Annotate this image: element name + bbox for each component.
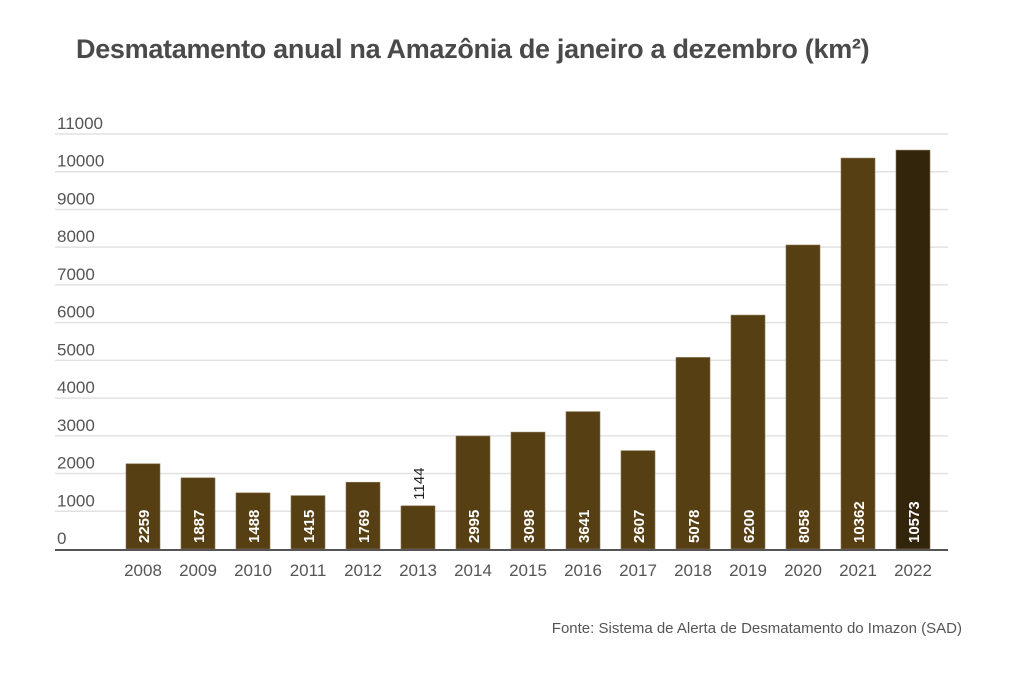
- x-tick-label: 2015: [509, 561, 547, 580]
- bar-value-label: 1415: [301, 510, 318, 543]
- bar-2011: [290, 495, 326, 550]
- bar-2015: [510, 431, 546, 550]
- bar-value-label: 3641: [576, 510, 593, 543]
- bar-value-label: 3098: [521, 510, 538, 543]
- x-tick-label: 2016: [564, 561, 602, 580]
- bar-2010: [235, 492, 271, 550]
- bar-2014: [455, 435, 491, 550]
- x-tick-label: 2012: [344, 561, 382, 580]
- y-tick-label: 10000: [57, 152, 104, 171]
- bar-value-label: 2995: [466, 510, 483, 543]
- x-tick-label: 2008: [124, 561, 162, 580]
- y-tick-label: 6000: [57, 303, 95, 322]
- y-tick-label: 3000: [57, 416, 95, 435]
- bar-2022: [895, 149, 931, 550]
- y-tick-label: 7000: [57, 265, 95, 284]
- y-tick-label: 2000: [57, 454, 95, 473]
- x-tick-label: 2014: [454, 561, 492, 580]
- bar-value-label: 5078: [686, 510, 703, 543]
- y-tick-label: 8000: [57, 227, 95, 246]
- bar-value-label: 1769: [356, 510, 373, 543]
- source-note: Fonte: Sistema de Alerta de Desmatamento…: [551, 620, 962, 637]
- x-tick-label: 2013: [399, 561, 437, 580]
- bars: [125, 149, 931, 550]
- bar-value-labels: 2259 1887 1488 1415 1769 1144 2995 3098 3641 2607…: [136, 468, 923, 543]
- x-tick-label: 2019: [729, 561, 767, 580]
- y-tick-label: 4000: [57, 378, 95, 397]
- y-tick-label: 1000: [57, 491, 95, 510]
- bar-value-label: 1887: [191, 510, 208, 543]
- x-axis-tick-labels: 2008 2009 2010 2011 2012 2013 2014 2015 2016 2017…: [124, 561, 932, 580]
- x-tick-label: 2021: [839, 561, 877, 580]
- bar-value-label: 6200: [741, 510, 758, 543]
- x-tick-label: 2009: [179, 561, 217, 580]
- y-tick-label: 11000: [57, 114, 103, 133]
- x-tick-label: 2011: [290, 561, 327, 580]
- y-tick-label: 0: [57, 529, 66, 548]
- y-tick-label: 9000: [57, 189, 95, 208]
- x-tick-label: 2022: [894, 561, 932, 580]
- bar-2017: [620, 450, 656, 550]
- bar-value-label: 2607: [631, 510, 648, 543]
- y-axis-tick-labels: 0 1000 2000 3000 4000 5000 6000 7000 8000 9000 100…: [57, 114, 104, 548]
- bar-2012: [345, 481, 381, 550]
- x-tick-label: 2017: [619, 561, 657, 580]
- x-tick-label: 2010: [234, 561, 272, 580]
- bar-value-label: 8058: [796, 510, 813, 543]
- bar-2013: [400, 505, 436, 550]
- gridlines: [55, 133, 948, 513]
- bar-2020: [785, 244, 821, 550]
- bar-value-label: 10573: [906, 501, 923, 543]
- bar-2018: [675, 357, 711, 550]
- bar-value-label: 1488: [246, 510, 263, 543]
- bar-value-label: 2259: [136, 510, 153, 543]
- chart-title: Desmatamento anual na Amazônia de janeir…: [76, 34, 870, 64]
- bar-2009: [180, 477, 216, 550]
- bar-2008: [125, 463, 161, 550]
- bar-2019: [730, 314, 766, 550]
- bar-value-label: 10362: [851, 501, 868, 543]
- y-tick-label: 5000: [57, 340, 95, 359]
- x-tick-label: 2020: [784, 561, 822, 580]
- bar-2021: [840, 157, 876, 550]
- x-tick-label: 2018: [674, 561, 712, 580]
- bar-2016: [565, 411, 601, 550]
- bar-value-label: 1144: [411, 468, 428, 500]
